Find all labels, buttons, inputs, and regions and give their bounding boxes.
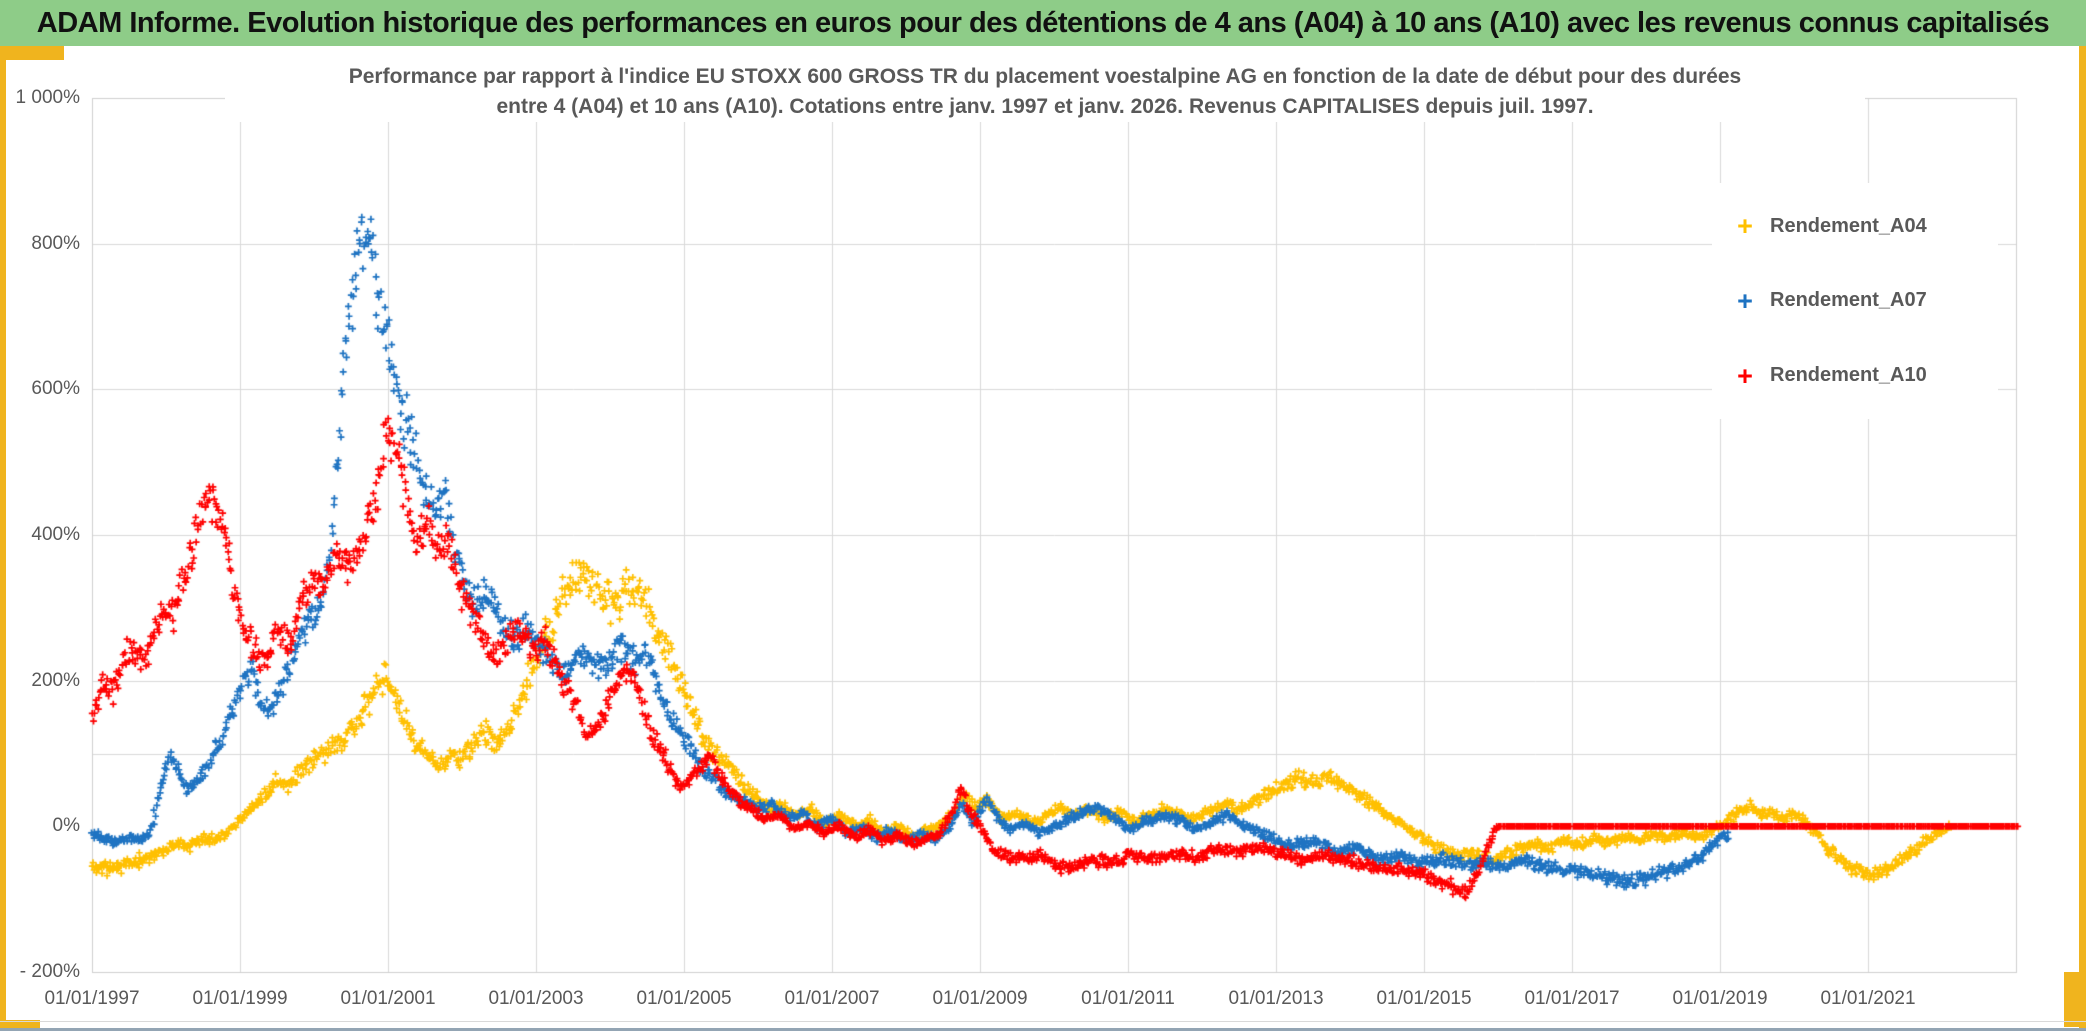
plus-marker-icon: + [1737, 360, 1753, 391]
x-tick-label: 01/01/2003 [488, 988, 584, 1009]
plus-marker-icon: + [1737, 285, 1753, 316]
legend-item-a04[interactable]: + Rendement_A04 [1712, 211, 1998, 242]
gold-corner-bottom-left [0, 1020, 40, 1031]
x-tick-label: 01/01/2009 [932, 988, 1028, 1009]
y-tick-label: 800% [31, 232, 80, 254]
x-tick-label: 01/01/2013 [1228, 988, 1324, 1009]
legend-label: Rendement_A04 [1770, 214, 1927, 237]
chart-title: Performance par rapport à l'indice EU ST… [225, 62, 1865, 122]
gold-corner-bottom-right [2064, 972, 2086, 1027]
y-tick-label: 200% [31, 669, 80, 691]
gold-strip-left [0, 46, 6, 1031]
gold-tab-top-left [0, 46, 64, 60]
x-tick-label: 01/01/2019 [1672, 988, 1768, 1009]
legend: + Rendement_A04 + Rendement_A07 + Rendem… [1712, 183, 1998, 419]
x-tick-label: 01/01/1997 [44, 988, 140, 1009]
x-tick-label: 01/01/2001 [340, 988, 436, 1009]
y-tick-label: 600% [31, 378, 80, 400]
y-tick-label: 1 000% [15, 87, 80, 108]
window-bottom-edge [0, 1028, 2086, 1031]
plus-marker-icon: + [1737, 211, 1753, 242]
y-tick-label: - 200% [19, 961, 80, 982]
x-tick-label: 01/01/2011 [1081, 988, 1175, 1009]
legend-item-a07[interactable]: + Rendement_A07 [1712, 285, 1998, 316]
x-tick-label: 01/01/2015 [1376, 988, 1472, 1009]
chart-title-line1: Performance par rapport à l'indice EU ST… [348, 65, 1742, 88]
y-tick-label: 0% [52, 815, 80, 837]
divider-line [0, 1021, 2086, 1022]
y-tick-label: 400% [31, 524, 80, 545]
gold-strip-right [2079, 46, 2086, 1031]
x-tick-label: 01/01/2005 [636, 988, 732, 1009]
x-tick-label: 01/01/2007 [784, 988, 880, 1009]
legend-item-a10[interactable]: + Rendement_A10 [1712, 360, 1998, 391]
legend-label: Rendement_A10 [1770, 364, 1927, 387]
chart-title-line2: entre 4 (A04) et 10 ans (A10). Cotations… [496, 95, 1594, 118]
x-tick-label: 01/01/1999 [192, 988, 288, 1009]
page-title: ADAM Informe. Evolution historique des p… [36, 6, 2050, 39]
header-bar: ADAM Informe. Evolution historique des p… [0, 0, 2086, 46]
legend-label: Rendement_A07 [1770, 289, 1927, 312]
x-tick-label: 01/01/2017 [1524, 988, 1620, 1009]
x-tick-label: 01/01/2021 [1820, 988, 1916, 1009]
